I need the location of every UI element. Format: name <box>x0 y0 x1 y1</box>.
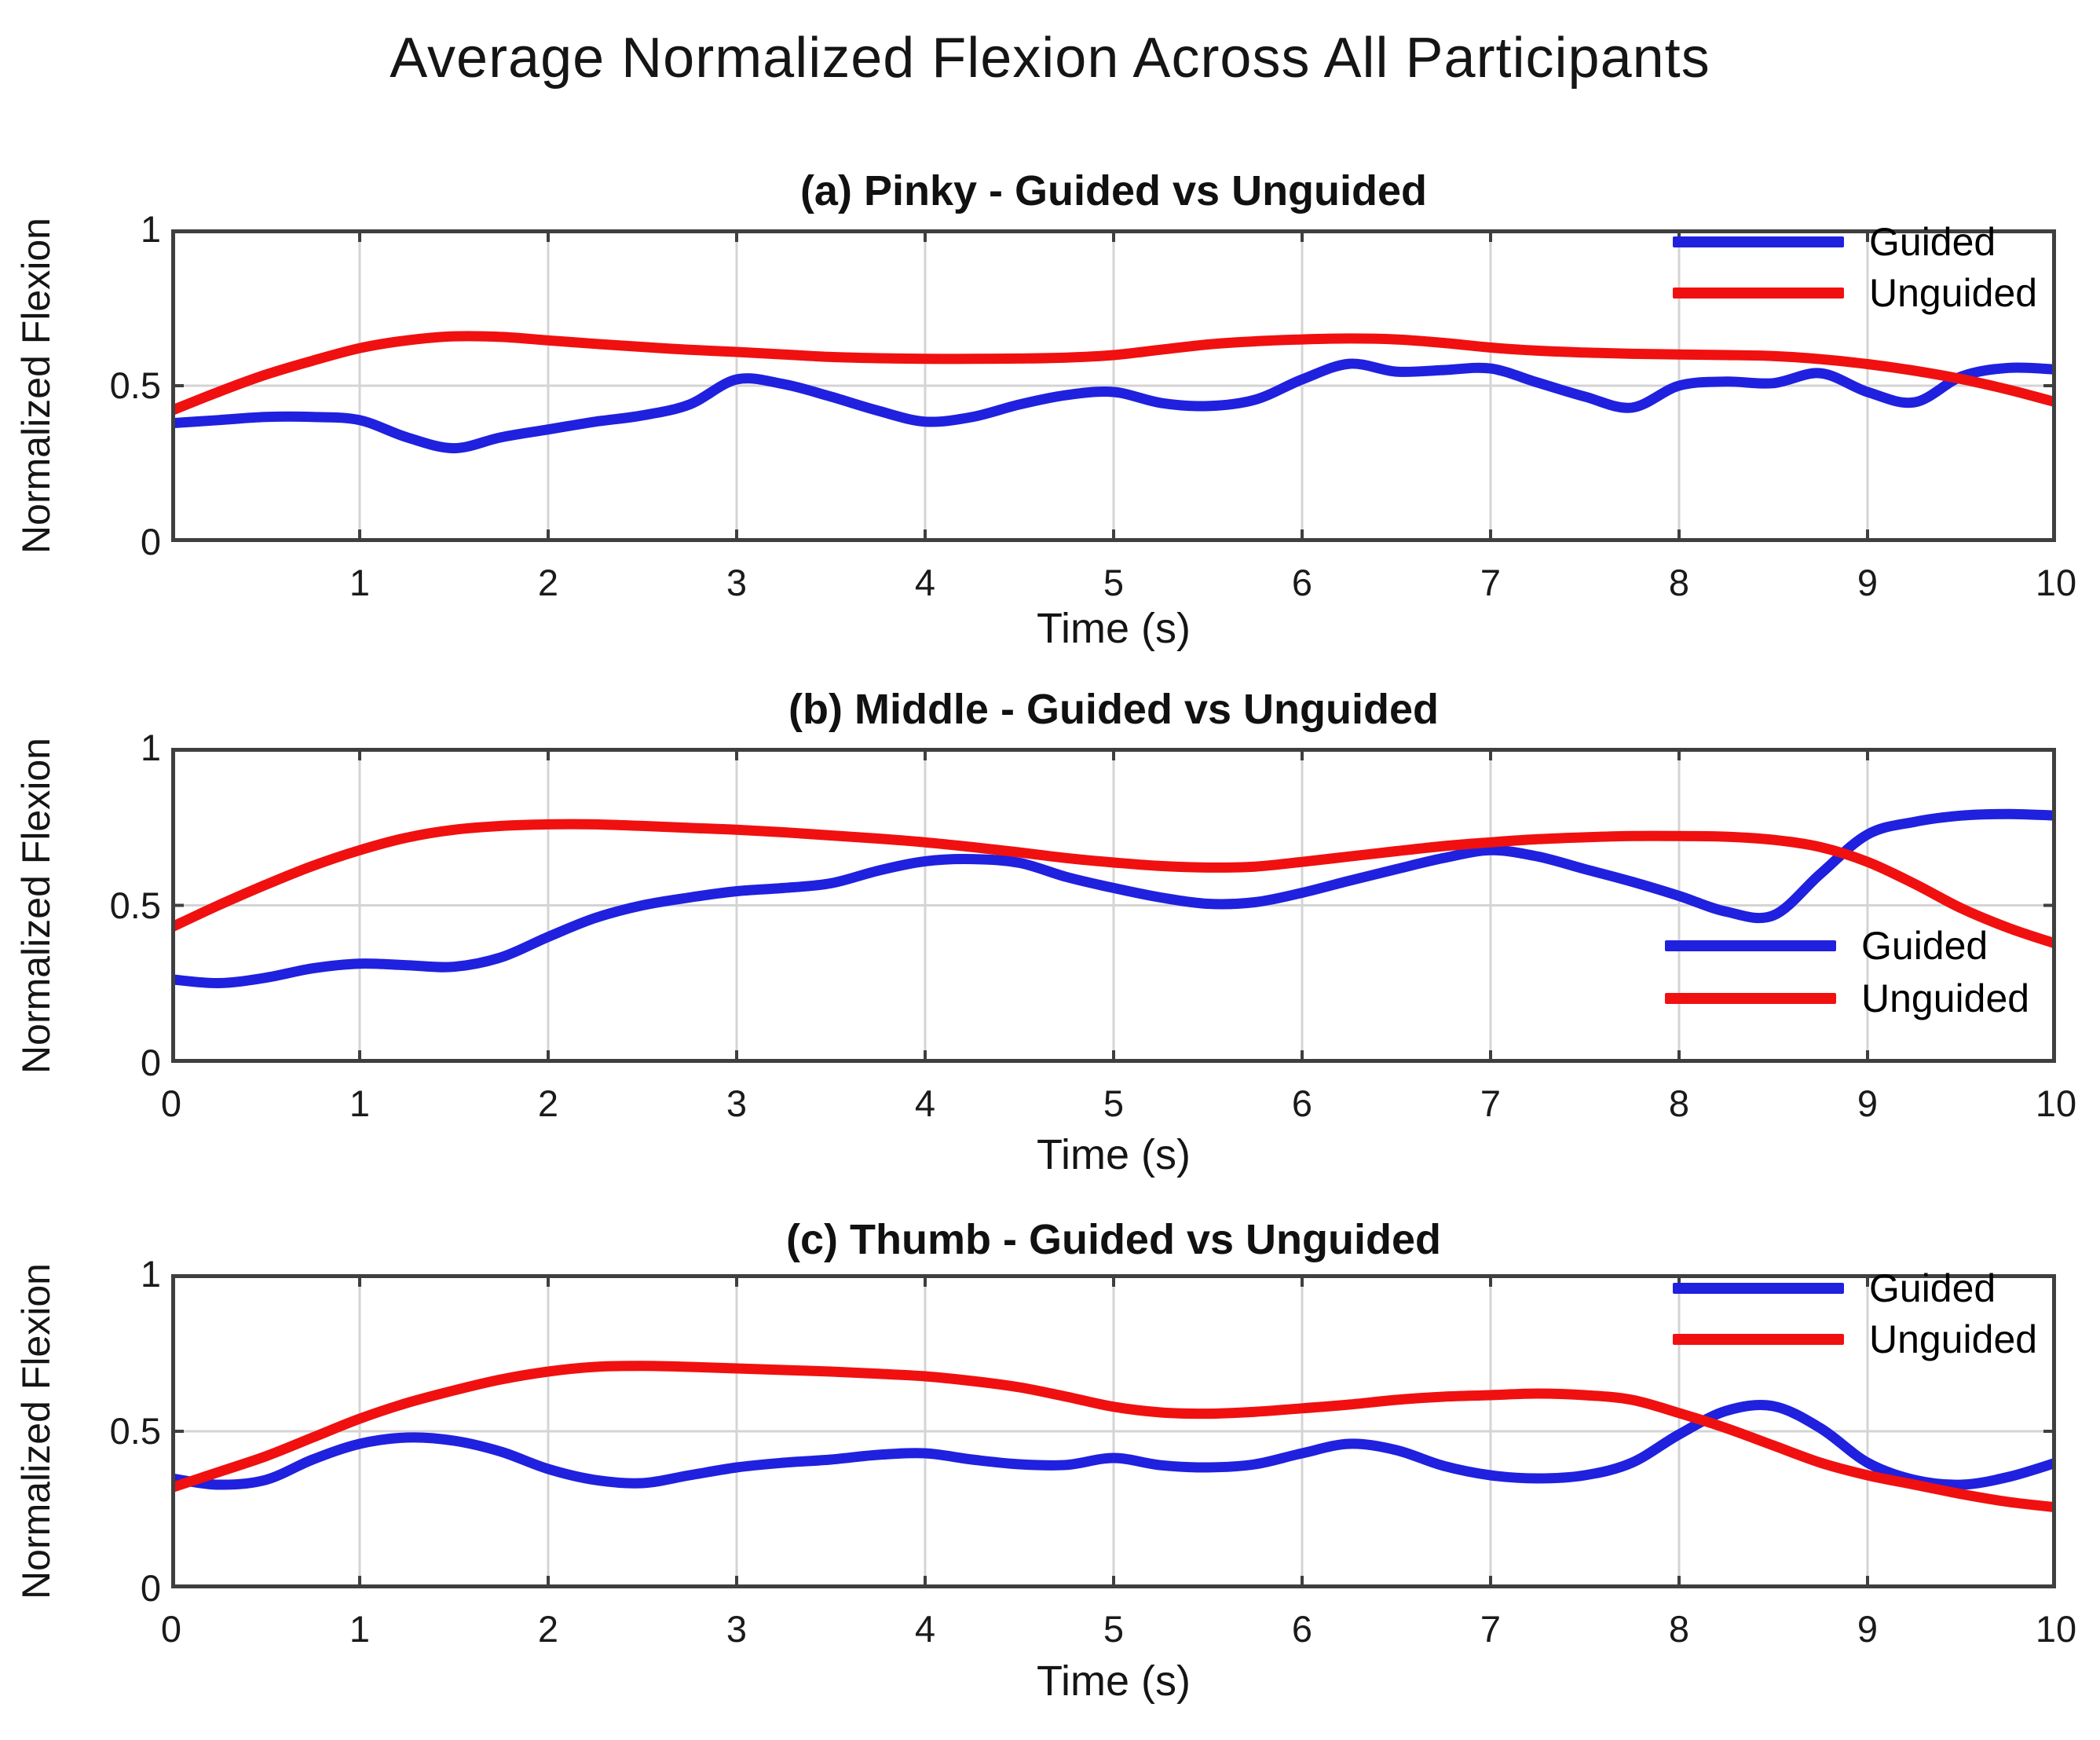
y-tick-label: 1 <box>140 1253 161 1295</box>
plot-area-thumb <box>171 1274 2056 1588</box>
x-tick-label: 7 <box>1480 562 1502 603</box>
x-axis-label-pinky: Time (s) <box>1037 605 1191 652</box>
chart-canvas <box>171 1274 2056 1588</box>
axes-box <box>171 748 2056 1063</box>
x-tick-label: 7 <box>1480 1608 1502 1650</box>
x-tick-label: 10 <box>2035 562 2077 603</box>
x-tick-label: 8 <box>1668 1608 1690 1650</box>
x-tick-label: 0 <box>160 1608 182 1650</box>
y-tick-label: 0.5 <box>109 884 161 926</box>
y-tick-label: 0 <box>140 1567 161 1609</box>
legend-label-guided: Guided <box>1869 220 1996 264</box>
x-tick-label: 1 <box>349 1082 371 1124</box>
x-tick-label: 2 <box>537 1082 559 1124</box>
axes-box <box>171 1274 2056 1588</box>
x-tick-label: 1 <box>349 562 371 603</box>
series-line-unguided <box>171 1361 2056 1513</box>
axes-box <box>171 229 2056 542</box>
x-tick-label: 9 <box>1857 562 1879 603</box>
chart-canvas <box>171 748 2056 1063</box>
x-tick-label: 8 <box>1668 1082 1690 1124</box>
legend-swatch-unguided <box>1673 1334 1844 1345</box>
legend-label-unguided: Unguided <box>1869 271 2038 315</box>
plot-area-pinky <box>171 229 2056 542</box>
x-tick-label: 5 <box>1103 1082 1125 1124</box>
x-tick-label: 2 <box>537 562 559 603</box>
x-tick-label: 10 <box>2035 1082 2077 1124</box>
series-line-guided <box>171 358 2056 454</box>
x-axis-label-thumb: Time (s) <box>1037 1658 1191 1705</box>
x-tick-label: 1 <box>349 1608 371 1650</box>
plot-area-middle <box>171 748 2056 1063</box>
y-tick-label: 0 <box>140 1042 161 1083</box>
y-tick-label: 0.5 <box>109 1410 161 1452</box>
legend-swatch-unguided <box>1673 288 1844 299</box>
x-tick-label: 0 <box>160 1082 182 1124</box>
legend-label-unguided: Unguided <box>1861 976 2030 1020</box>
x-axis-label-middle: Time (s) <box>1037 1131 1191 1178</box>
legend-swatch-guided <box>1673 236 1844 247</box>
x-tick-label: 6 <box>1291 1608 1313 1650</box>
series-line-unguided <box>171 331 2056 416</box>
legend-label-guided: Guided <box>1869 1266 1996 1310</box>
subplot-title-thumb: (c) Thumb - Guided vs Unguided <box>786 1216 1441 1263</box>
x-tick-label: 4 <box>914 562 936 603</box>
x-tick-label: 2 <box>537 1608 559 1650</box>
series-line-guided <box>171 1400 2056 1490</box>
x-tick-label: 9 <box>1857 1608 1879 1650</box>
figure-title: Average Normalized Flexion Across All Pa… <box>390 27 1710 90</box>
y-tick-label: 0 <box>140 521 161 562</box>
x-tick-label: 3 <box>726 562 748 603</box>
y-tick-label: 1 <box>140 727 161 768</box>
x-tick-label: 3 <box>726 1608 748 1650</box>
x-tick-label: 9 <box>1857 1082 1879 1124</box>
legend-swatch-guided <box>1673 1283 1844 1294</box>
x-tick-label: 7 <box>1480 1082 1502 1124</box>
subplot-title-pinky: (a) Pinky - Guided vs Unguided <box>799 167 1428 214</box>
subplot-title-middle: (b) Middle - Guided vs Unguided <box>788 686 1439 733</box>
legend-swatch-unguided <box>1665 993 1836 1004</box>
chart-canvas <box>171 229 2056 542</box>
legend-swatch-guided <box>1665 940 1836 951</box>
x-tick-label: 4 <box>914 1082 936 1124</box>
x-tick-label: 4 <box>914 1608 936 1650</box>
x-tick-label: 10 <box>2035 1608 2077 1650</box>
legend-label-unguided: Unguided <box>1869 1317 2038 1361</box>
series-line-guided <box>171 808 2056 989</box>
x-tick-label: 5 <box>1103 1608 1125 1650</box>
x-tick-label: 8 <box>1668 562 1690 603</box>
x-tick-label: 6 <box>1291 562 1313 603</box>
x-tick-label: 6 <box>1291 1082 1313 1124</box>
y-tick-label: 0.5 <box>109 364 161 406</box>
legend-label-guided: Guided <box>1861 924 1988 968</box>
y-tick-label: 1 <box>140 208 161 250</box>
x-tick-label: 5 <box>1103 562 1125 603</box>
series-line-unguided <box>171 819 2056 949</box>
x-tick-label: 3 <box>726 1082 748 1124</box>
